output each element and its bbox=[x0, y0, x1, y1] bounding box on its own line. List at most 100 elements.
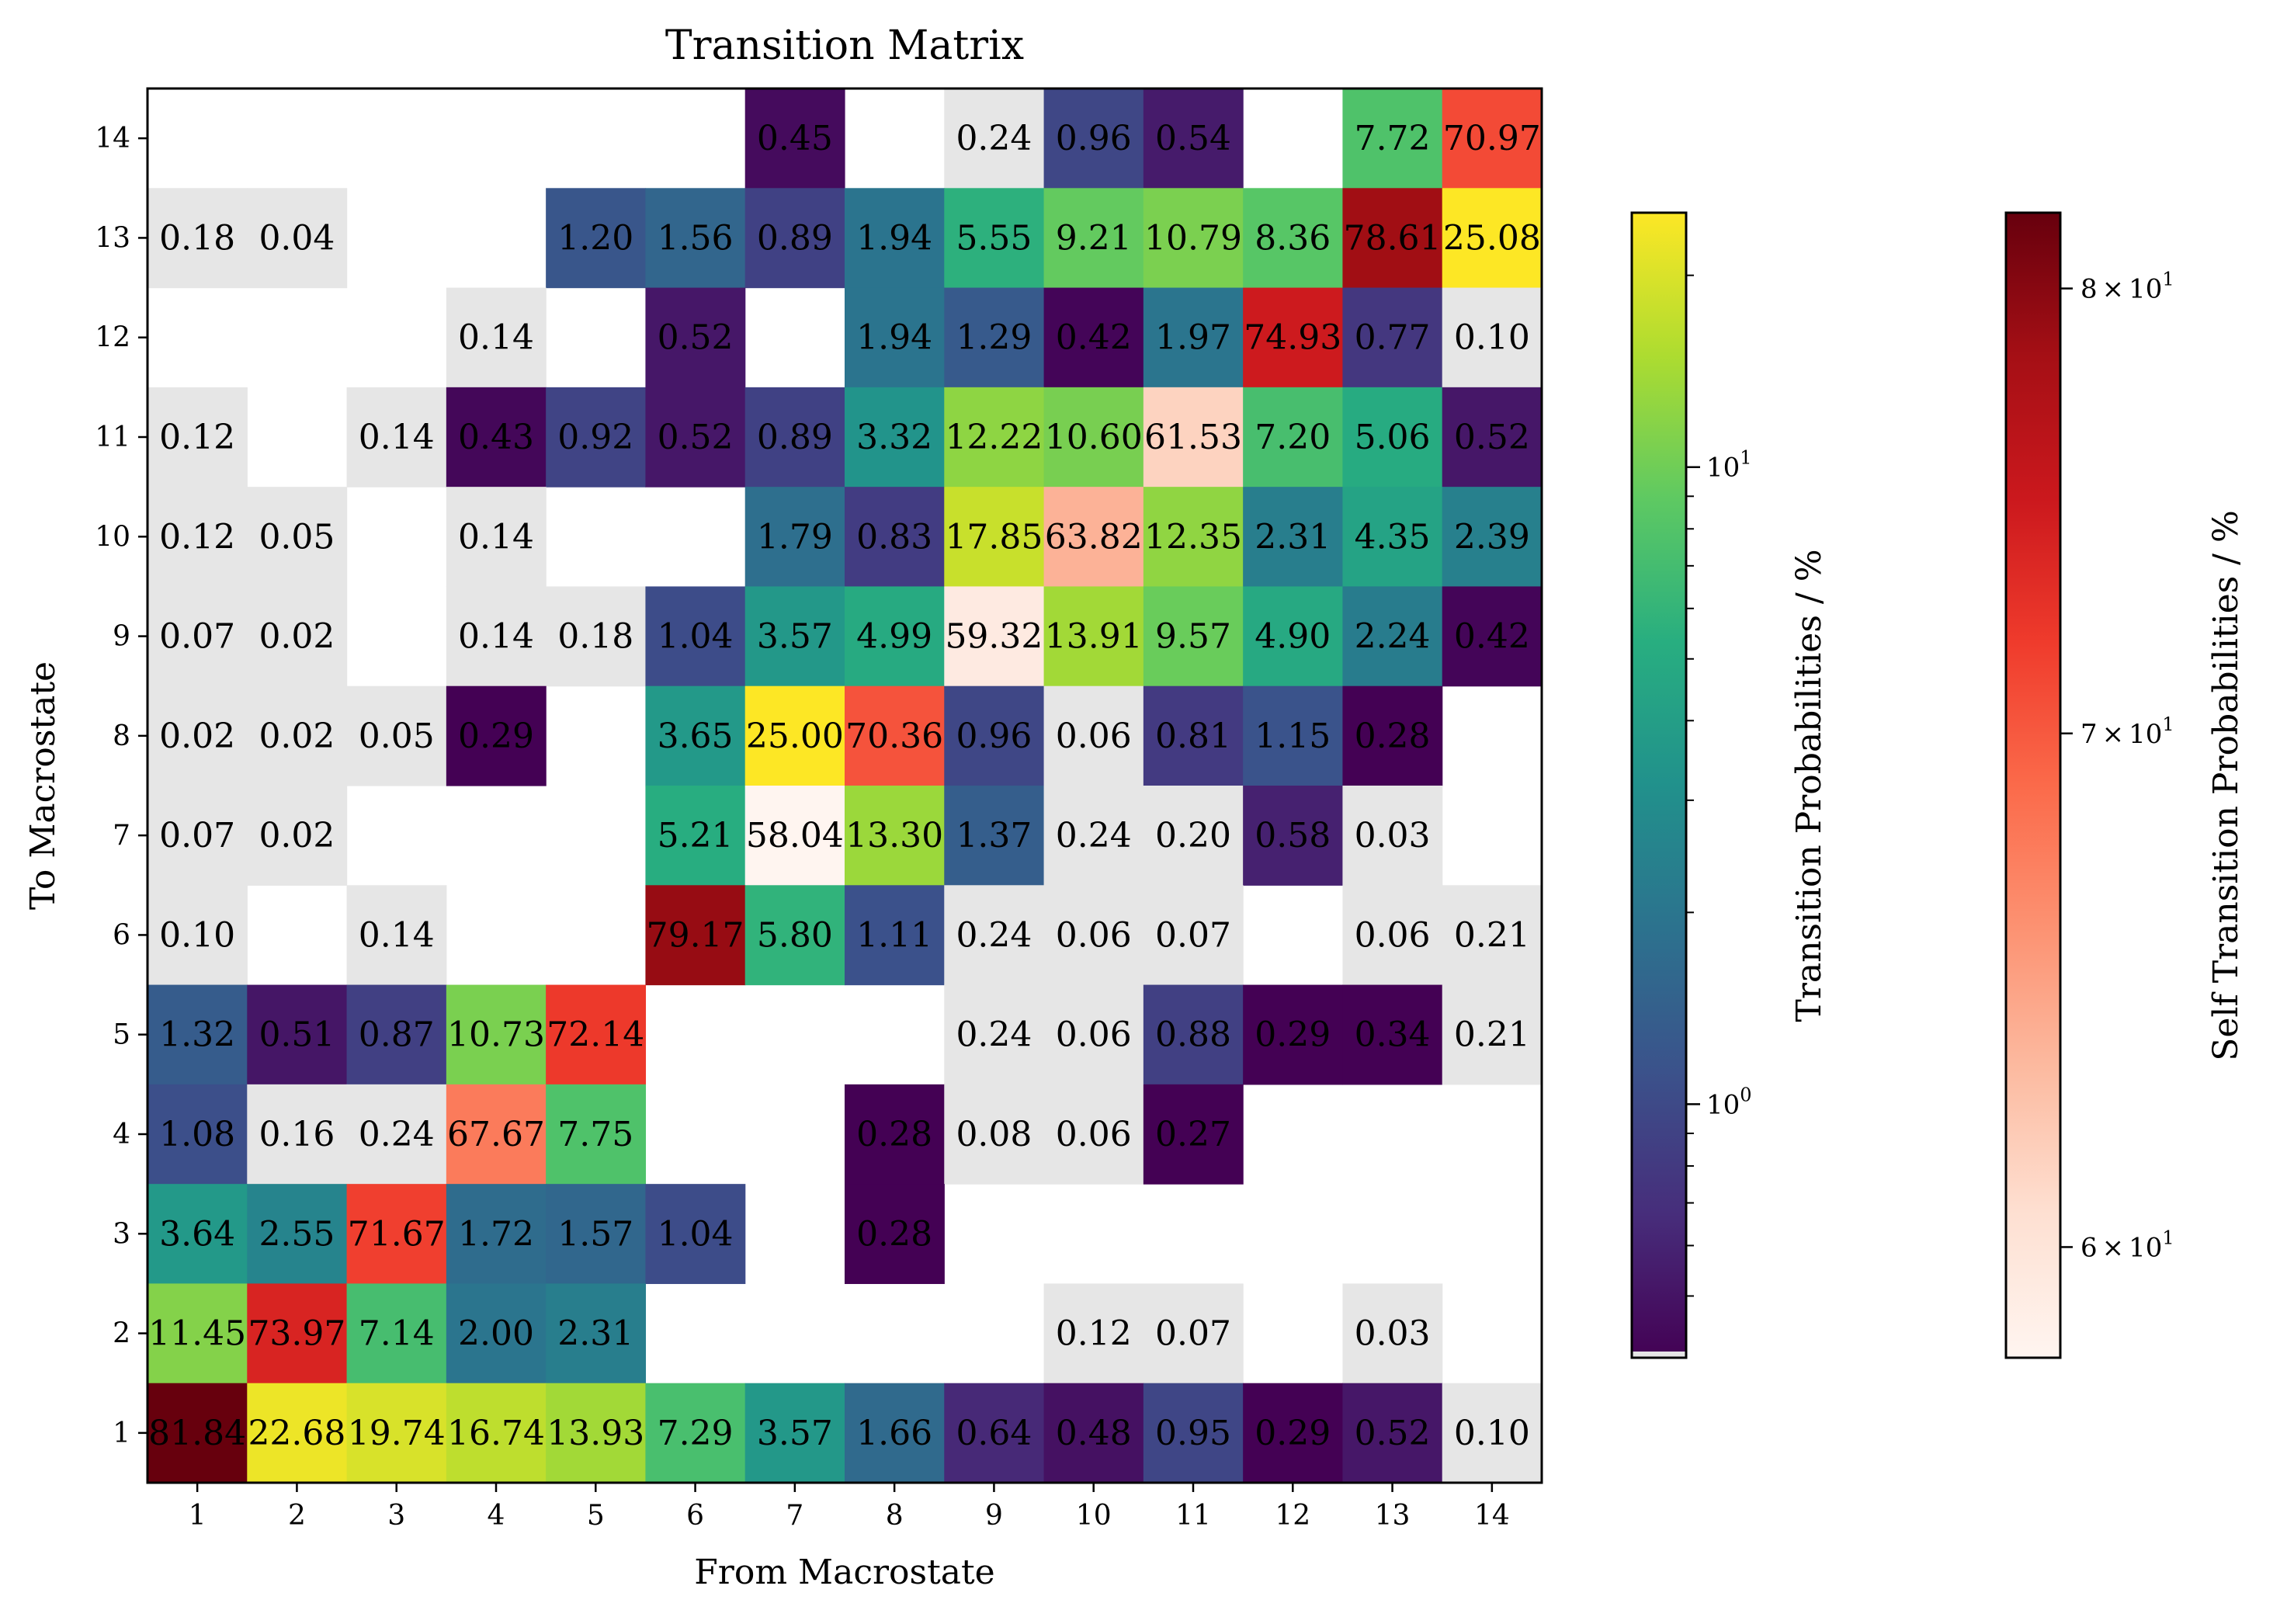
heatmap-cell bbox=[744, 885, 845, 986]
heatmap-cell bbox=[944, 487, 1045, 588]
cell-value-label: 78.61 bbox=[1344, 218, 1442, 258]
cell-value-label: 0.02 bbox=[259, 717, 335, 756]
heatmap-cell bbox=[446, 586, 547, 687]
heatmap-cell bbox=[247, 586, 348, 687]
heatmap-cell bbox=[247, 685, 348, 786]
cell-value-label: 0.28 bbox=[856, 1214, 932, 1254]
heatmap-cell bbox=[645, 786, 746, 886]
heatmap-cell bbox=[845, 786, 945, 886]
cell-value-label: 0.05 bbox=[359, 717, 435, 756]
heatmap-cell bbox=[247, 1383, 348, 1483]
heatmap-cell bbox=[845, 685, 945, 786]
heatmap-cell bbox=[147, 1084, 248, 1185]
cell-value-label: 8.36 bbox=[1255, 218, 1331, 258]
heatmap-cell bbox=[1143, 1084, 1244, 1185]
heatmap-cell bbox=[1043, 487, 1144, 588]
cell-value-label: 0.24 bbox=[956, 119, 1032, 158]
cell-value-label: 0.89 bbox=[757, 218, 833, 258]
x-tick-label: 2 bbox=[288, 1500, 306, 1532]
heatmap-cell bbox=[944, 1383, 1045, 1483]
heatmap-cell bbox=[1043, 586, 1144, 687]
heatmap-cell bbox=[147, 1283, 248, 1384]
colorbar-self-gradient bbox=[2006, 213, 2060, 1358]
heatmap-cell bbox=[446, 1283, 547, 1384]
heatmap-cell bbox=[1143, 1283, 1244, 1384]
heatmap-cell bbox=[1442, 188, 1543, 289]
cell-value-label: 0.16 bbox=[259, 1115, 335, 1154]
cell-value-label: 0.04 bbox=[259, 218, 335, 258]
cell-value-label: 0.52 bbox=[1454, 418, 1530, 457]
heatmap-cell bbox=[546, 1084, 647, 1185]
cell-value-label: 7.75 bbox=[557, 1115, 633, 1154]
cell-value-label: 0.52 bbox=[1355, 1414, 1431, 1453]
heatmap-cell bbox=[546, 586, 647, 687]
cell-value-label: 3.57 bbox=[757, 1414, 833, 1453]
heatmap-cell bbox=[247, 786, 348, 886]
cell-value-label: 0.45 bbox=[757, 119, 833, 158]
heatmap-cell bbox=[1342, 287, 1443, 388]
cell-value-label: 3.65 bbox=[658, 717, 734, 756]
heatmap-cell bbox=[1442, 984, 1543, 1085]
heatmap-cell bbox=[147, 1184, 248, 1285]
cell-value-label: 0.07 bbox=[1155, 1314, 1231, 1354]
heatmap-cell bbox=[944, 88, 1045, 189]
heatmap-cell bbox=[944, 188, 1045, 289]
heatmap-cell bbox=[1342, 1383, 1443, 1483]
heatmap-cell bbox=[147, 586, 248, 687]
cell-value-label: 67.67 bbox=[447, 1115, 545, 1154]
heatmap-cell bbox=[1342, 487, 1443, 588]
y-tick-label: 2 bbox=[113, 1318, 130, 1350]
x-tick-label: 10 bbox=[1076, 1500, 1112, 1532]
cell-value-label: 0.14 bbox=[458, 517, 534, 557]
heatmap-cell bbox=[346, 1084, 447, 1185]
heatmap-cell bbox=[1342, 984, 1443, 1085]
heatmap-cell bbox=[1243, 984, 1344, 1085]
heatmap-cell bbox=[446, 1084, 547, 1185]
heatmap-cell bbox=[147, 786, 248, 886]
cell-value-label: 79.17 bbox=[647, 915, 744, 955]
heatmap-cell bbox=[1342, 1283, 1443, 1384]
heatmap-cell bbox=[446, 984, 547, 1085]
heatmap-cell bbox=[845, 586, 945, 687]
heatmap-cell bbox=[346, 1184, 447, 1285]
cell-value-label: 1.29 bbox=[956, 318, 1032, 358]
cell-value-label: 0.88 bbox=[1155, 1015, 1231, 1055]
heatmap-cell bbox=[744, 188, 845, 289]
cell-value-label: 7.72 bbox=[1355, 119, 1431, 158]
heatmap-cell bbox=[1143, 984, 1244, 1085]
heatmap-cell bbox=[845, 487, 945, 588]
y-tick-label: 11 bbox=[95, 422, 130, 453]
heatmap-cell bbox=[645, 1184, 746, 1285]
cell-value-label: 1.04 bbox=[658, 1214, 734, 1254]
cell-value-label: 0.18 bbox=[557, 617, 633, 657]
heatmap-cell bbox=[147, 487, 248, 588]
heatmap-cell bbox=[1243, 786, 1344, 886]
heatmap-cell bbox=[944, 885, 1045, 986]
heatmap-cell bbox=[944, 685, 1045, 786]
cell-value-label: 5.21 bbox=[658, 816, 734, 855]
cell-value-label: 74.93 bbox=[1244, 318, 1341, 358]
heatmap-cell bbox=[744, 387, 845, 488]
heatmap-cell bbox=[1243, 1383, 1344, 1483]
heatmap-cell bbox=[1243, 287, 1344, 388]
cell-value-label: 0.24 bbox=[956, 915, 1032, 955]
heatmap-cell bbox=[645, 885, 746, 986]
cell-value-label: 0.52 bbox=[658, 318, 734, 358]
heatmap-cell bbox=[645, 387, 746, 488]
heatmap-cell bbox=[744, 786, 845, 886]
heatmap-cell bbox=[845, 1184, 945, 1285]
cell-value-label: 1.66 bbox=[856, 1414, 932, 1453]
x-tick-label: 8 bbox=[886, 1500, 904, 1532]
heatmap-cell bbox=[1442, 586, 1543, 687]
cell-value-label: 0.12 bbox=[1056, 1314, 1132, 1354]
heatmap-cell bbox=[944, 984, 1045, 1085]
heatmap-cell bbox=[1442, 885, 1543, 986]
heatmap-cell bbox=[1442, 387, 1543, 488]
heatmap-cell bbox=[1143, 487, 1244, 588]
cell-value-label: 0.14 bbox=[359, 915, 435, 955]
cell-value-label: 5.55 bbox=[956, 218, 1032, 258]
heatmap-cell-labels: 0.45 0.24 0.96 0.54 7.72 70.97 0.18 0.04 1.20 1.5… bbox=[148, 119, 1541, 1453]
cell-value-label: 1.94 bbox=[856, 218, 932, 258]
heatmap-cell bbox=[944, 586, 1045, 687]
